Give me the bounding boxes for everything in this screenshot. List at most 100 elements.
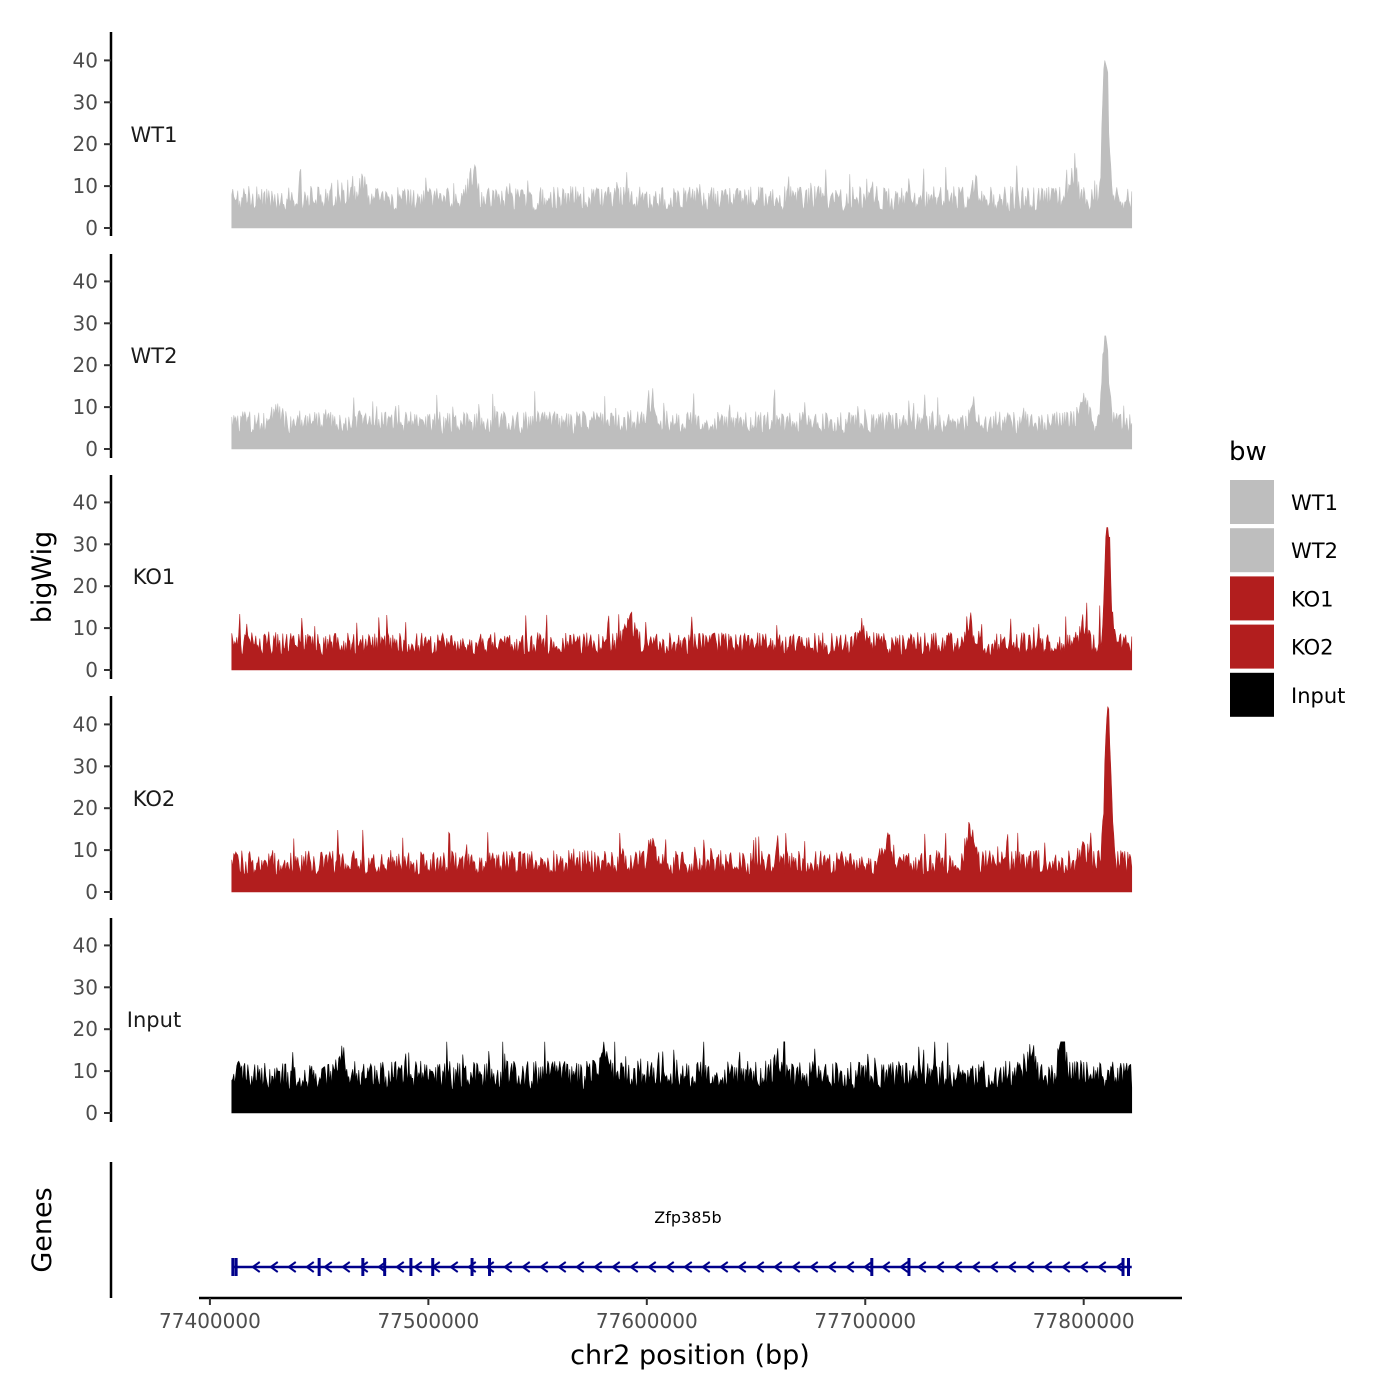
y-tick-label: 20 <box>73 574 98 598</box>
y-axis-title: bigWig <box>27 531 58 624</box>
strand-arrow <box>737 1261 747 1273</box>
legend-label-ko1: KO1 <box>1291 587 1334 611</box>
strand-arrow <box>485 1261 495 1273</box>
track-label-ko2: KO2 <box>133 787 176 811</box>
signal-tracks: 0 10 20 30 40 WT1 0 10 20 30 40 WT2 0 10 20 30 40 KO1 0 10 2… <box>73 32 1133 1125</box>
track-label-wt2: WT2 <box>131 344 178 368</box>
track-ko2: 0 10 20 30 40 KO2 <box>73 696 1133 904</box>
strand-arrow <box>917 1261 927 1273</box>
strand-arrow <box>269 1261 279 1273</box>
strand-arrow <box>827 1261 837 1273</box>
y-tick-label: 10 <box>73 174 98 198</box>
signal-area-wt2 <box>231 335 1133 450</box>
strand-arrow <box>557 1261 567 1273</box>
x-axis: chr2 position (bp) 77400000 77500000 77600… <box>159 1296 1182 1371</box>
exon-mark <box>907 1258 911 1276</box>
y-tick-label: 30 <box>73 311 98 335</box>
legend-label-wt2: WT2 <box>1291 539 1338 563</box>
strand-arrow <box>719 1261 729 1273</box>
y-tick-label: 10 <box>73 1059 98 1083</box>
strand-arrow <box>863 1261 873 1273</box>
strand-arrow <box>665 1261 675 1273</box>
exon-mark <box>431 1258 435 1276</box>
strand-arrow <box>539 1261 549 1273</box>
exon-mark <box>488 1258 492 1276</box>
x-tick-label: 77500000 <box>377 1309 479 1333</box>
strand-arrow <box>593 1261 603 1273</box>
gene-name-label: Zfp385b <box>654 1208 721 1227</box>
legend-label-input: Input <box>1291 684 1345 708</box>
strand-arrow <box>935 1261 945 1273</box>
strand-arrow <box>773 1261 783 1273</box>
exon-mark <box>231 1258 235 1276</box>
strand-arrow <box>1043 1261 1053 1273</box>
exon-mark <box>317 1258 321 1276</box>
strand-arrow <box>305 1261 315 1273</box>
genes-axis-title: Genes <box>27 1187 58 1272</box>
y-tick-label: 40 <box>73 933 98 957</box>
y-tick-label: 10 <box>73 838 98 862</box>
strand-arrow <box>503 1261 513 1273</box>
x-tick-label: 77600000 <box>596 1309 698 1333</box>
track-label-wt1: WT1 <box>131 123 178 147</box>
signal-area-ko1 <box>231 527 1133 671</box>
exon-mark <box>1126 1258 1130 1276</box>
exon-mark <box>1121 1258 1125 1276</box>
exon-mark <box>870 1258 874 1276</box>
signal-area-input <box>231 1041 1133 1114</box>
legend-swatch-input <box>1230 672 1274 717</box>
y-tick-label: 20 <box>73 796 98 820</box>
legend-swatch-wt1 <box>1230 480 1274 524</box>
y-tick-label: 20 <box>73 353 98 377</box>
signal-area-ko2 <box>231 706 1133 893</box>
strand-arrow <box>611 1261 621 1273</box>
y-tick-label: 10 <box>73 395 98 419</box>
exon-mark <box>470 1258 474 1276</box>
strand-arrow <box>899 1261 909 1273</box>
strand-arrow <box>809 1261 819 1273</box>
strand-arrow <box>449 1261 459 1273</box>
y-tick-label: 40 <box>73 712 98 736</box>
strand-arrow <box>413 1261 423 1273</box>
strand-arrow <box>323 1261 333 1273</box>
y-tick-label: 0 <box>85 658 98 682</box>
strand-arrow <box>755 1261 765 1273</box>
strand-arrow <box>287 1261 297 1273</box>
strand-arrow <box>1061 1261 1071 1273</box>
legend-label-wt1: WT1 <box>1291 491 1338 515</box>
strand-arrow <box>1025 1261 1035 1273</box>
strand-arrow <box>575 1261 585 1273</box>
strand-arrow <box>845 1261 855 1273</box>
y-tick-label: 30 <box>73 975 98 999</box>
y-tick-label: 30 <box>73 754 98 778</box>
exon-mark <box>234 1258 238 1276</box>
legend-title: bw <box>1229 437 1267 467</box>
legend-swatch-wt2 <box>1230 528 1274 573</box>
strand-arrow <box>971 1261 981 1273</box>
strand-arrow <box>647 1261 657 1273</box>
strand-arrow <box>701 1261 711 1273</box>
legend-label-ko2: KO2 <box>1291 636 1334 660</box>
exon-mark <box>383 1258 387 1276</box>
y-tick-label: 40 <box>73 490 98 514</box>
track-wt1: 0 10 20 30 40 WT1 <box>73 32 1133 240</box>
gene-track: Genes Zfp385b <box>27 1162 1132 1298</box>
track-label-ko1: KO1 <box>133 565 176 589</box>
legend-swatch-ko1 <box>1230 576 1274 621</box>
y-tick-label: 30 <box>73 532 98 556</box>
legend-swatch-ko2 <box>1230 624 1274 669</box>
strand-arrow <box>1097 1261 1107 1273</box>
legend: bw WT1 WT2 KO1 KO2 Input <box>1229 437 1345 717</box>
strand-arrow <box>341 1261 351 1273</box>
y-tick-label: 10 <box>73 616 98 640</box>
strand-arrow <box>629 1261 639 1273</box>
x-tick-label: 77400000 <box>159 1309 261 1333</box>
strand-arrow <box>395 1261 405 1273</box>
strand-arrow <box>521 1261 531 1273</box>
strand-arrow <box>989 1261 999 1273</box>
strand-arrow <box>1079 1261 1089 1273</box>
strand-arrow <box>683 1261 693 1273</box>
y-tick-label: 30 <box>73 90 98 114</box>
strand-arrow <box>953 1261 963 1273</box>
